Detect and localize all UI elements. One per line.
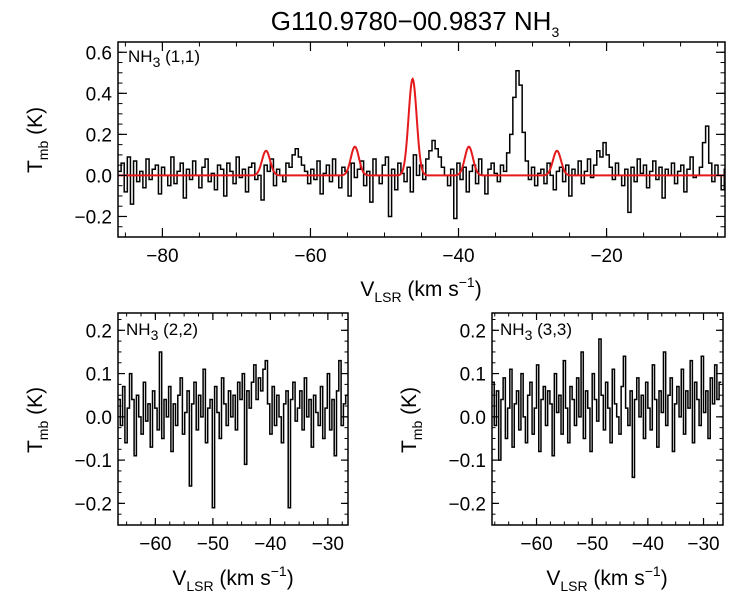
y-tick-label: 0.0 <box>86 166 112 187</box>
y-tick-label: 0.0 <box>86 408 112 429</box>
x-axis-label-main: V <box>172 567 186 590</box>
y-tick-label: −0.1 <box>448 451 486 472</box>
y-axis-label-subscript: mb <box>409 421 425 441</box>
panel-label: NH3 (1,1) <box>128 47 200 70</box>
y-tick-label: 0.6 <box>86 43 112 64</box>
panel-label: NH3 (2,2) <box>126 320 198 343</box>
panel-label-main: NH <box>128 47 153 66</box>
panel-label-subscript: 3 <box>153 54 161 70</box>
y-tick-label: 0.2 <box>460 321 486 342</box>
x-tick-label: −60 <box>139 534 171 555</box>
x-tick-label: −50 <box>197 534 229 555</box>
x-axis-label-units: (km s <box>588 567 645 590</box>
y-tick-label: 0.2 <box>86 321 112 342</box>
y-axis-label: Tmb (K) <box>24 107 51 173</box>
x-axis-label-main: V <box>546 567 560 590</box>
y-axis-label-units: (K) <box>24 387 47 421</box>
plot-frame <box>491 312 724 526</box>
y-tick-label: 0.0 <box>460 408 486 429</box>
x-axis-label: VLSR (km s−1) <box>360 274 481 305</box>
y-axis-label: Tmb (K) <box>398 387 425 453</box>
y-axis-label-main: T <box>24 440 47 453</box>
y-axis-label-main: T <box>398 440 421 453</box>
panel-nh3-11: −80 −60 −40 −20 −0.2 0.0 0.2 0.4 0.6 NH3 (1,1) VLS… <box>24 41 726 305</box>
plot-frame <box>117 312 349 526</box>
y-axis-label-main: T <box>24 160 47 173</box>
x-axis-label-subscript: LSR <box>186 578 213 594</box>
panel-label: NH3 (3,3) <box>500 320 572 343</box>
x-axis-label-superscript: −1 <box>271 563 287 579</box>
y-tick-label: 0.2 <box>86 125 112 146</box>
figure-title: G110.9780−00.9837 NH3 <box>271 6 560 40</box>
y-axis-label: Tmb (K) <box>24 387 51 453</box>
y-axis-label-units: (K) <box>398 387 421 421</box>
gaussian-fit-line <box>118 76 725 177</box>
x-tick-label: −60 <box>294 246 326 267</box>
panel-nh3-22: −60 −50 −40 −30 −0.2 −0.1 0.0 0.1 0.2 NH3 (2,2) VL… <box>24 312 349 594</box>
x-axis-label: VLSR (km s−1) <box>172 563 293 594</box>
y-axis-label-subscript: mb <box>35 421 51 441</box>
panel-label-main: NH <box>126 320 151 339</box>
panel-label-main: NH <box>500 320 525 339</box>
x-tick-label: −30 <box>312 534 344 555</box>
figure-title-main: G110.9780−00.9837 NH <box>271 6 552 36</box>
x-tick-label: −30 <box>687 534 719 555</box>
y-tick-label: 0.4 <box>86 84 113 105</box>
y-tick-label: −0.2 <box>448 494 486 515</box>
plot-frame <box>117 41 726 238</box>
x-axis-label-units: (km s <box>402 278 459 301</box>
x-tick-label: −40 <box>254 534 286 555</box>
x-axis-label-main: V <box>360 278 374 301</box>
spectrum-line <box>492 338 722 479</box>
x-tick-label: −80 <box>146 246 178 267</box>
x-axis-label-subscript: LSR <box>560 578 587 594</box>
spectrum-line <box>118 69 725 220</box>
panel-label-subscript: 3 <box>151 327 159 343</box>
x-axis-label: VLSR (km s−1) <box>546 563 667 594</box>
figure-title-subscript: 3 <box>551 24 559 40</box>
x-axis-label-superscript: −1 <box>459 274 475 290</box>
panel-label-suffix: (1,1) <box>160 47 200 66</box>
y-tick-label: 0.1 <box>86 365 112 386</box>
y-tick-label: −0.2 <box>74 494 112 515</box>
x-axis-label-units: (km s <box>214 567 271 590</box>
y-axis-label-units: (K) <box>24 107 47 141</box>
x-axis-label-subscript: LSR <box>374 289 401 305</box>
x-tick-label: −60 <box>520 534 552 555</box>
panel-label-suffix: (3,3) <box>532 320 572 339</box>
x-tick-label: −40 <box>442 246 474 267</box>
panel-nh3-33: −60 −50 −40 −30 −0.2 −0.1 0.0 0.1 0.2 NH3 (3,3) VL… <box>398 312 724 594</box>
x-tick-label: −40 <box>632 534 664 555</box>
panel-label-suffix: (2,2) <box>158 320 198 339</box>
x-axis-label-end: ) <box>475 278 482 301</box>
x-tick-label: −20 <box>590 246 622 267</box>
x-axis-label-end: ) <box>661 567 668 590</box>
x-tick-label: −50 <box>576 534 608 555</box>
y-tick-label: −0.1 <box>74 451 112 472</box>
x-axis-label-superscript: −1 <box>645 563 661 579</box>
x-axis-label-end: ) <box>287 567 294 590</box>
y-axis-label-subscript: mb <box>35 141 51 161</box>
spectrum-line <box>118 351 348 509</box>
y-tick-label: −0.2 <box>74 207 112 228</box>
y-tick-label: 0.1 <box>460 365 486 386</box>
panel-label-subscript: 3 <box>525 327 533 343</box>
